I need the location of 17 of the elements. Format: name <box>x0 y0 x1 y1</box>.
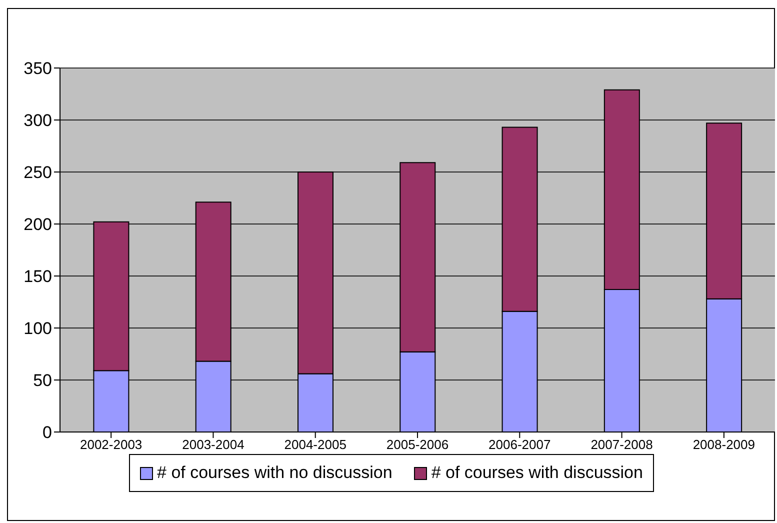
y-tick-label: 250 <box>24 163 52 182</box>
x-tick-label: 2004-2005 <box>284 437 346 452</box>
x-tick-label: 2003-2004 <box>182 437 244 452</box>
y-tick-label: 100 <box>24 319 52 338</box>
y-tick-label: 150 <box>24 267 52 286</box>
y-tick-label: 350 <box>24 59 52 78</box>
y-tick-label: 50 <box>33 371 52 390</box>
x-tick-label: 2007-2008 <box>590 437 653 452</box>
x-tick-label: 2008-2009 <box>692 437 756 452</box>
x-tick-label: 2006-2007 <box>488 437 551 452</box>
y-tick-label: 300 <box>24 111 52 130</box>
x-tick-label: 2005-2006 <box>386 437 449 452</box>
x-tick-label: 2002-2003 <box>80 437 142 452</box>
y-tick-label: 0 <box>42 423 52 442</box>
legend-label: # of courses with discussion <box>431 463 643 483</box>
y-tick-label: 200 <box>24 215 52 234</box>
legend-label: # of courses with no discussion <box>157 463 392 483</box>
